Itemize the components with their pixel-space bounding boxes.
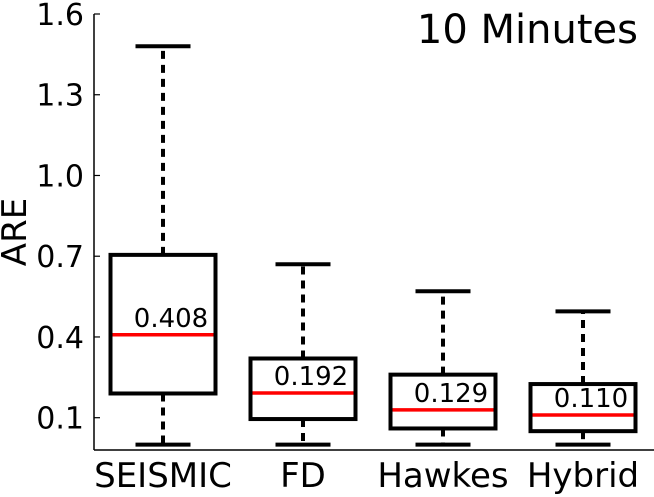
box-fd: 0.192 bbox=[248, 262, 358, 447]
box-hybrid: 0.110 bbox=[528, 309, 638, 447]
y-tick-label: 0.4 bbox=[36, 321, 84, 356]
median-label: 0.110 bbox=[554, 384, 628, 414]
x-tick-label: FD bbox=[280, 456, 326, 496]
box-seismic: 0.408 bbox=[108, 44, 218, 447]
chart-title: 10 Minutes bbox=[417, 7, 638, 53]
median-label: 0.192 bbox=[274, 362, 348, 392]
y-ticks: 0.1 0.4 0.7 1.0 1.3 1.6 bbox=[36, 0, 100, 437]
y-tick-label: 1.6 bbox=[36, 0, 84, 33]
boxes: 0.408 0.192 0.129 0.110 bbox=[108, 44, 638, 447]
y-axis-label: ARE bbox=[0, 198, 35, 266]
x-tick-label: SEISMIC bbox=[94, 456, 232, 496]
iqr-box bbox=[388, 372, 498, 431]
x-tick-label: Hawkes bbox=[377, 456, 508, 496]
y-tick-label: 1.0 bbox=[36, 159, 84, 194]
median-label: 0.129 bbox=[414, 379, 488, 409]
y-tick-label: 0.1 bbox=[36, 402, 84, 437]
median-label: 0.408 bbox=[134, 304, 208, 334]
y-tick-label: 1.3 bbox=[36, 79, 84, 114]
iqr-box bbox=[108, 252, 218, 396]
x-tick-label: Hybrid bbox=[527, 456, 639, 496]
box-hawkes: 0.129 bbox=[388, 289, 498, 447]
axes bbox=[93, 14, 654, 451]
y-tick-label: 0.7 bbox=[36, 240, 84, 275]
iqr-box bbox=[248, 356, 358, 422]
iqr-box bbox=[528, 382, 638, 434]
x-ticks: SEISMIC FD Hawkes Hybrid bbox=[94, 456, 639, 496]
